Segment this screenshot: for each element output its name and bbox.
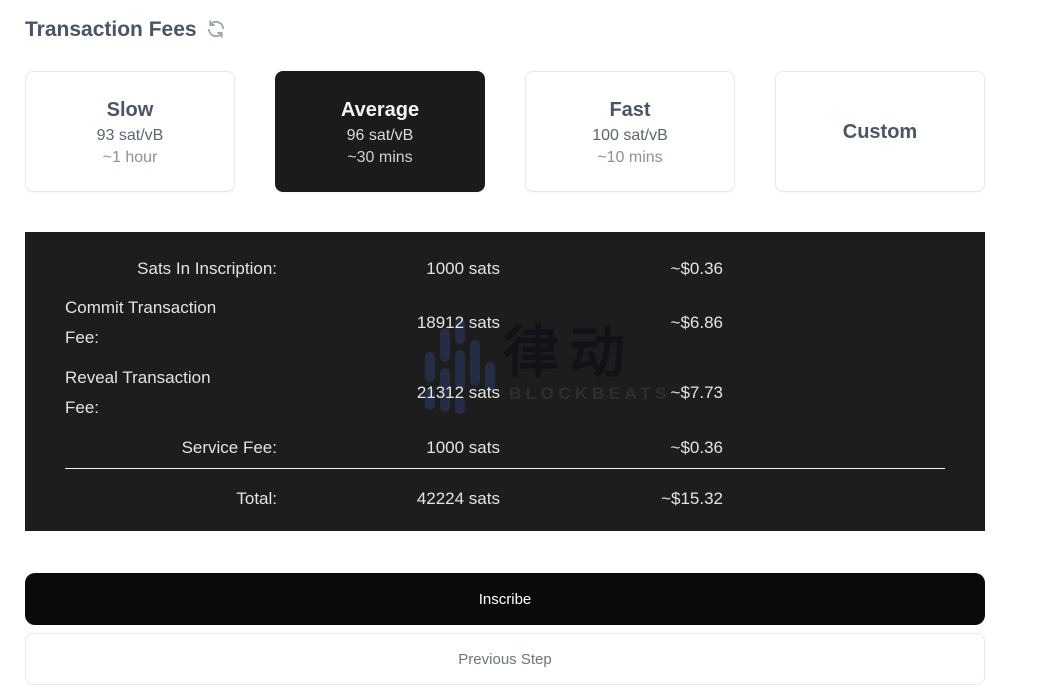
fee-option-eta: ~30 mins bbox=[347, 148, 413, 166]
fee-row-reveal-fee: Reveal Transaction Fee: 21312 sats ~$7.7… bbox=[25, 358, 985, 428]
fee-row-sats: 21312 sats bbox=[416, 383, 500, 402]
fee-option-cards: Slow 93 sat/vB ~1 hour Average 96 sat/vB… bbox=[25, 71, 985, 192]
fee-option-average[interactable]: Average 96 sat/vB ~30 mins bbox=[275, 71, 485, 192]
fee-option-fast[interactable]: Fast 100 sat/vB ~10 mins bbox=[525, 71, 735, 192]
fee-row-usd: ~$0.36 bbox=[670, 438, 723, 457]
fee-summary-panel: 律动 BLOCKBEATS Sats In Inscription: 1000 … bbox=[25, 232, 985, 531]
refresh-icon bbox=[206, 19, 226, 42]
fee-row-service-fee: Service Fee: 1000 sats ~$0.36 bbox=[25, 428, 985, 468]
fee-row-sats: 1000 sats bbox=[426, 259, 500, 278]
inscribe-button[interactable]: Inscribe bbox=[25, 573, 985, 625]
fee-option-eta: ~10 mins bbox=[597, 148, 663, 166]
page-header: Transaction Fees bbox=[25, 18, 227, 42]
fee-row-label: Commit Transaction Fee: bbox=[65, 298, 217, 347]
refresh-button[interactable] bbox=[205, 19, 227, 41]
fee-option-eta: ~1 hour bbox=[102, 148, 158, 166]
fee-row-usd: ~$15.32 bbox=[661, 489, 723, 508]
previous-step-button[interactable]: Previous Step bbox=[25, 633, 985, 685]
fee-row-sats: 42224 sats bbox=[416, 489, 500, 508]
page-title: Transaction Fees bbox=[25, 18, 197, 41]
fee-row-commit-fee: Commit Transaction Fee: 18912 sats ~$6.8… bbox=[25, 288, 985, 358]
fee-row-sats-in-inscription: Sats In Inscription: 1000 sats ~$0.36 bbox=[25, 250, 985, 288]
fee-row-label: Reveal Transaction Fee: bbox=[65, 368, 211, 417]
fee-row-sats: 18912 sats bbox=[416, 313, 500, 332]
fee-row-label: Service Fee: bbox=[181, 438, 277, 457]
fee-row-label: Total: bbox=[236, 489, 277, 508]
fee-option-label: Custom bbox=[842, 120, 918, 143]
fee-option-rate: 96 sat/vB bbox=[346, 126, 414, 144]
fee-row-sats: 1000 sats bbox=[426, 438, 500, 457]
fee-option-rate: 93 sat/vB bbox=[96, 126, 164, 144]
total-divider bbox=[65, 468, 945, 469]
fee-option-slow[interactable]: Slow 93 sat/vB ~1 hour bbox=[25, 71, 235, 192]
fee-option-rate: 100 sat/vB bbox=[592, 126, 668, 144]
fee-option-custom[interactable]: Custom bbox=[775, 71, 985, 192]
fee-row-label: Sats In Inscription: bbox=[137, 259, 277, 278]
fee-option-label: Fast bbox=[609, 98, 651, 121]
fee-option-label: Average bbox=[340, 98, 420, 121]
fee-row-total: Total: 42224 sats ~$15.32 bbox=[25, 469, 985, 529]
fee-row-usd: ~$6.86 bbox=[670, 313, 723, 332]
fee-option-label: Slow bbox=[106, 98, 154, 121]
fee-row-usd: ~$7.73 bbox=[670, 383, 723, 402]
fee-row-usd: ~$0.36 bbox=[670, 259, 723, 278]
